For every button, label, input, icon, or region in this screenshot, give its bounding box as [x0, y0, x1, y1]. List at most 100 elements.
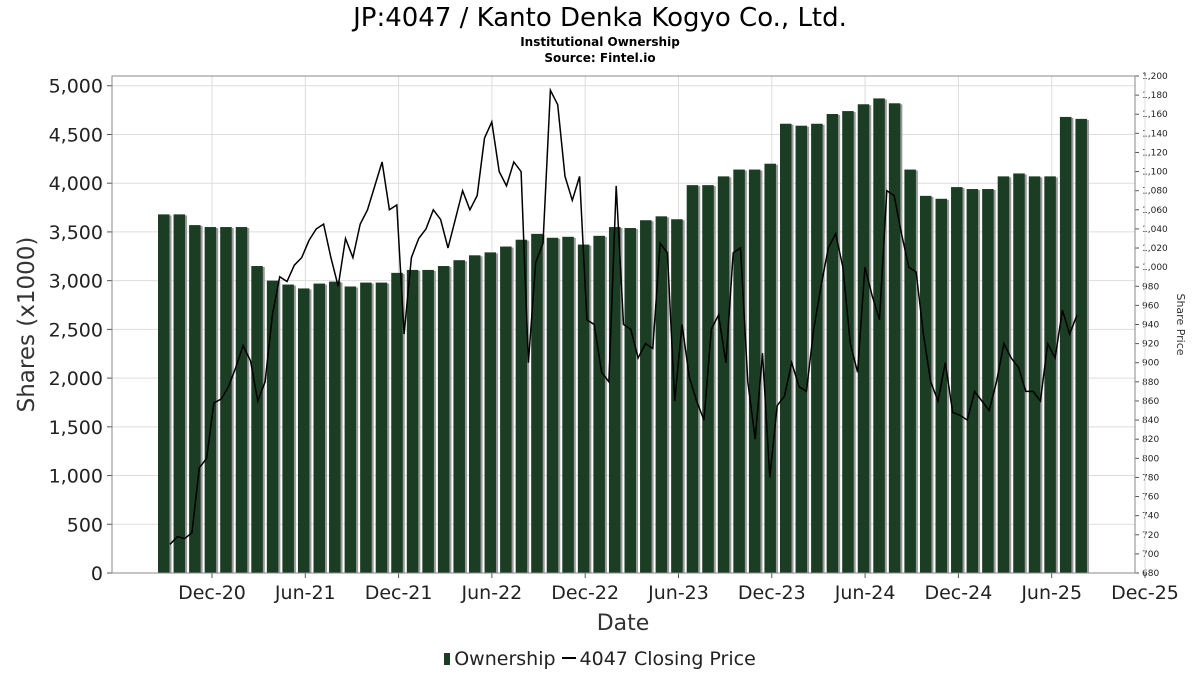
ownership-bar — [189, 225, 201, 573]
ownership-bar — [1044, 176, 1056, 573]
y2-tick-label: 1,140 — [1142, 129, 1168, 139]
ownership-bar — [266, 280, 279, 573]
ownership-bar — [655, 216, 668, 573]
x-tick-label: Jun-22 — [461, 582, 523, 604]
ownership-bar — [951, 187, 963, 573]
ownership-bar — [795, 125, 808, 573]
ownership-bar — [1013, 173, 1025, 573]
y2-tick-label: 1,000 — [1142, 263, 1168, 273]
y2-axis-label: Share Price — [1174, 293, 1187, 355]
chart-subtitle: Institutional Ownership — [520, 35, 680, 49]
ownership-bar — [546, 237, 559, 574]
y2-tick-label: 680 — [1142, 569, 1159, 579]
ownership-bar — [904, 169, 916, 573]
ownership-bar — [624, 228, 636, 573]
ownership-bar — [873, 98, 885, 573]
ownership-bar — [982, 189, 994, 573]
y2-tick-label: 840 — [1142, 416, 1159, 426]
y2-tick-label: 820 — [1142, 435, 1159, 445]
ownership-bar — [251, 266, 263, 573]
y-tick-label: 500 — [67, 514, 103, 536]
y-tick-label: 2,500 — [49, 319, 103, 341]
ownership-bar — [733, 169, 745, 573]
ownership-bar — [329, 281, 341, 573]
y-tick-label: 4,500 — [49, 124, 103, 146]
ownership-bar — [515, 239, 528, 573]
y-tick-label: 1,000 — [49, 466, 103, 488]
ownership-bar — [391, 272, 403, 573]
y2-tick-label: 1,180 — [1142, 91, 1168, 101]
ownership-bar — [1028, 176, 1041, 573]
chart-title: JP:4047 / Kanto Denka Kogyo Co., Ltd. — [353, 3, 847, 33]
ownership-bar — [484, 252, 497, 573]
ownership-bar — [220, 227, 232, 574]
y2-tick-label: 1,100 — [1142, 168, 1168, 178]
ownership-bar — [344, 286, 357, 573]
x-axis-label: Date — [597, 611, 650, 636]
y2-tick-label: 780 — [1142, 473, 1159, 483]
x-tick-label: Jun-23 — [647, 582, 709, 604]
ownership-bar — [640, 220, 652, 573]
ownership-bar — [593, 235, 605, 573]
y-tick-label: 4,000 — [49, 173, 103, 195]
ownership-bar — [966, 189, 979, 573]
y2-tick-label: 1,020 — [1142, 244, 1168, 254]
y2-tick-label: 700 — [1142, 550, 1159, 560]
ownership-bar — [997, 176, 1010, 573]
ownership-bar — [671, 219, 683, 574]
legend-ownership-label: Ownership — [454, 648, 556, 670]
y2-tick-label: 880 — [1142, 378, 1159, 388]
ownership-bar — [562, 236, 574, 573]
ownership-bar — [1059, 116, 1072, 573]
ownership-bar — [686, 185, 699, 574]
ownership-bar — [826, 114, 839, 573]
y2-tick-label: 1,200 — [1142, 72, 1168, 82]
ownership-bar — [577, 244, 590, 573]
ownership-bar — [764, 163, 776, 574]
ownership-bar — [313, 283, 325, 573]
y-tick-label: 1,500 — [49, 417, 103, 439]
y2-tick-label: 1,060 — [1142, 206, 1168, 216]
y2-tick-label: 1,080 — [1142, 187, 1168, 197]
x-tick-label: Dec-20 — [178, 582, 246, 604]
x-tick-label: Dec-24 — [924, 582, 992, 604]
ownership-bar — [811, 123, 823, 573]
x-tick-label: Jun-21 — [274, 582, 336, 604]
chart-source: Source: Fintel.io — [544, 51, 656, 65]
y-tick-label: 5,000 — [49, 76, 103, 98]
y2-tick-label: 720 — [1142, 531, 1159, 541]
ownership-bar — [360, 282, 372, 573]
y-tick-label: 3,500 — [49, 222, 103, 244]
y2-tick-label: 980 — [1142, 282, 1159, 292]
ownership-bar — [282, 284, 294, 573]
x-tick-label: Dec-21 — [365, 582, 433, 604]
legend: Ownership 4047 Closing Price — [0, 647, 1200, 671]
ownership-legend-swatch — [444, 653, 451, 665]
ownership-bar — [842, 111, 854, 574]
y-tick-label: 2,000 — [49, 368, 103, 390]
y2-tick-label: 940 — [1142, 321, 1159, 331]
y2-tick-label: 1,160 — [1142, 110, 1168, 120]
x-tick-label: Dec-25 — [1111, 582, 1179, 604]
y2-tick-label: 800 — [1142, 454, 1159, 464]
ownership-bar — [375, 282, 388, 573]
y2-tick-label: 760 — [1142, 493, 1159, 503]
x-tick-label: Jun-25 — [1020, 582, 1082, 604]
y2-tick-label: 1,120 — [1142, 148, 1168, 158]
ownership-bar — [422, 269, 434, 573]
ownership-bar — [235, 227, 248, 574]
ownership-bar — [1075, 118, 1087, 574]
ownership-bar — [919, 195, 932, 574]
x-tick-label: Dec-22 — [551, 582, 619, 604]
ownership-bar — [406, 269, 419, 573]
ownership-bar — [608, 227, 621, 574]
ownership-bar — [437, 266, 450, 573]
y-tick-label: 0 — [91, 563, 103, 585]
x-tick-label: Dec-23 — [738, 582, 806, 604]
ownership-bar — [453, 260, 465, 573]
y2-tick-label: 960 — [1142, 301, 1159, 311]
ownership-bar — [469, 255, 481, 573]
price-line — [169, 87, 1078, 545]
plot-border — [111, 75, 1136, 574]
